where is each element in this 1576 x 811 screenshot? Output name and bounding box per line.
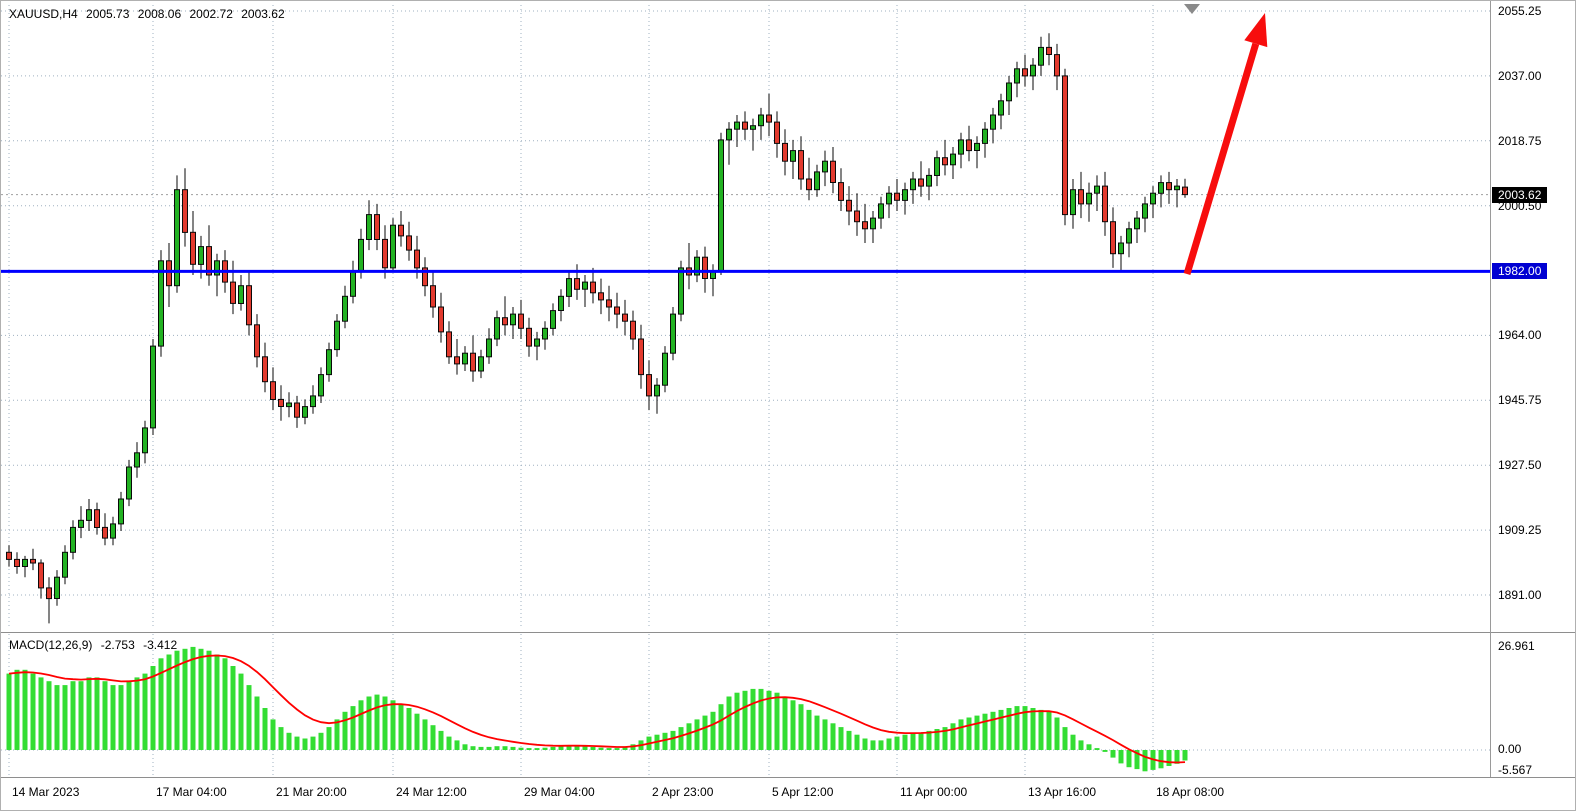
hline-price-badge: 1982.00 <box>1492 263 1548 280</box>
symbol-timeframe-label: XAUUSD,H4 <box>9 7 78 21</box>
time-axis-label: 29 Mar 04:00 <box>524 785 595 799</box>
price-axis-border <box>1490 1 1491 777</box>
price-axis-label: 1945.75 <box>1498 393 1542 408</box>
macd-pane: MACD(12,26,9) -2.753 -3.412 <box>1 632 1576 778</box>
time-axis-label: 13 Apr 16:00 <box>1028 785 1097 799</box>
macd-indicator-label: MACD(12,26,9) -2.753 -3.412 <box>9 638 182 652</box>
macd-signal-value: -3.412 <box>143 638 178 652</box>
time-axis-label: 14 Mar 2023 <box>12 785 80 799</box>
time-axis-label: 11 Apr 00:00 <box>900 785 968 799</box>
price-chart-canvas[interactable] <box>1 1 1576 632</box>
grid-lines <box>1 5 1490 629</box>
ohlc-close: 2003.62 <box>241 7 285 21</box>
price-axis-label: 1909.25 <box>1498 523 1542 538</box>
macd-histogram <box>6 646 1188 772</box>
price-axis-label: 1927.50 <box>1498 458 1542 473</box>
candles <box>6 33 1188 624</box>
macd-name: MACD(12,26,9) <box>9 638 93 652</box>
price-axis-label: 2055.25 <box>1498 4 1542 18</box>
macd-canvas[interactable] <box>1 634 1576 778</box>
macd-signal-line <box>8 654 1186 764</box>
time-axis-label: 5 Apr 12:00 <box>772 785 834 799</box>
time-axis-label: 17 Mar 04:00 <box>156 785 227 799</box>
trend-arrow[interactable] <box>1183 13 1268 276</box>
ohlc-high: 2008.06 <box>137 7 182 21</box>
price-axis-label: 1891.00 <box>1498 588 1542 602</box>
object-anchor-icon[interactable] <box>1184 4 1200 14</box>
time-axis-label: 18 Apr 08:00 <box>1156 785 1225 799</box>
ohlc-open: 2005.73 <box>86 7 130 21</box>
macd-axis-label: -5.567 <box>1498 763 1533 778</box>
price-axis-label: 2018.75 <box>1498 133 1542 148</box>
chart-title: XAUUSD,H4 2005.73 2008.06 2002.72 2003.6… <box>9 7 290 21</box>
time-axis[interactable]: 14 Mar 2023 17 Mar 04:00 21 Mar 20:00 24 Ma… <box>1 777 1575 810</box>
macd-value: -2.753 <box>100 638 135 652</box>
price-axis-label: 1964.00 <box>1498 328 1542 343</box>
ohlc-low: 2002.72 <box>189 7 233 21</box>
macd-axis-label: 26.961 <box>1498 639 1535 653</box>
price-chart-pane: XAUUSD,H4 2005.73 2008.06 2002.72 2003.6… <box>1 1 1576 632</box>
time-axis-label: 24 Mar 12:00 <box>396 785 467 799</box>
macd-axis-label: 0.00 <box>1498 742 1522 756</box>
time-axis-label: 2 Apr 23:00 <box>652 785 714 799</box>
price-axis-label: 2037.00 <box>1498 68 1542 83</box>
current-price-badge: 2003.62 <box>1492 186 1548 203</box>
time-axis-label: 21 Mar 20:00 <box>276 785 347 799</box>
